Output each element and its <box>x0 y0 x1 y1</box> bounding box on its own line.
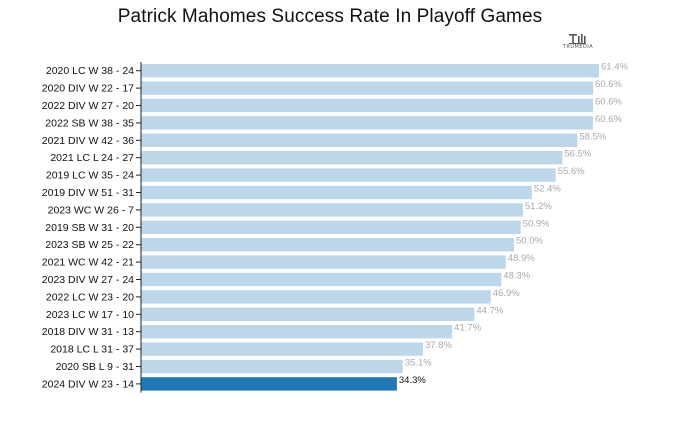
y-tick-label-5: 2021 LC L 24 - 27 <box>50 152 134 164</box>
value-label-18: 34.3% <box>399 375 426 386</box>
y-tick-label-9: 2019 SB W 31 - 20 <box>45 222 134 234</box>
y-tick-label-6: 2019 LC W 35 - 24 <box>46 170 134 182</box>
trumedia-logo: TRUMEDIA <box>556 32 600 52</box>
y-tick-label-1: 2020 DIV W 22 - 17 <box>42 83 134 95</box>
value-label-1: 60.6% <box>595 79 622 90</box>
value-label-7: 52.4% <box>534 184 561 195</box>
bar-6 <box>141 168 556 182</box>
bar-1 <box>141 81 593 95</box>
value-label-17: 35.1% <box>405 358 432 369</box>
bars-group: 61.4% 60.6% 60.6% 60.6% 58.5% 56.5% 55.6% 52.4%… <box>141 62 628 391</box>
y-tick-label-14: 2023 LC W 17 - 10 <box>46 309 134 321</box>
value-label-11: 48.9% <box>508 253 535 264</box>
bar-11 <box>141 255 506 269</box>
y-tick-label-2: 2022 DIV W 27 - 20 <box>42 100 134 112</box>
bar-9 <box>141 220 521 234</box>
value-label-5: 56.5% <box>564 149 591 160</box>
bar-16 <box>141 342 423 356</box>
bar-0 <box>141 64 599 78</box>
bar-10 <box>141 238 514 252</box>
bar-13 <box>141 290 491 304</box>
y-tick-label-0: 2020 LC W 38 - 24 <box>46 65 134 77</box>
y-tick-label-15: 2018 DIV W 31 - 13 <box>42 326 134 338</box>
y-tick-label-11: 2021 WC W 42 - 21 <box>42 257 134 269</box>
bar-17 <box>141 359 403 374</box>
bar-18 <box>141 377 397 391</box>
value-label-9: 50.9% <box>523 218 550 229</box>
value-label-0: 61.4% <box>601 62 628 73</box>
bar-8 <box>141 203 523 217</box>
y-tick-label-4: 2021 DIV W 42 - 36 <box>42 135 134 147</box>
bar-5 <box>141 151 563 165</box>
y-tick-label-7: 2019 DIV W 51 - 31 <box>42 187 134 199</box>
value-label-14: 44.7% <box>476 305 503 316</box>
value-label-3: 60.6% <box>595 114 622 125</box>
chart-title: Patrick Mahomes Success Rate In Playoff … <box>117 6 543 27</box>
y-tick-label-16: 2018 LC L 31 - 37 <box>50 344 134 356</box>
logo-text: TRUMEDIA <box>562 44 594 50</box>
bar-7 <box>141 185 532 200</box>
y-tick-label-10: 2023 SB W 25 - 22 <box>45 239 134 251</box>
y-tick-label-18: 2024 DIV W 23 - 14 <box>42 378 134 390</box>
bar-15 <box>141 325 453 339</box>
bar-3 <box>141 116 593 130</box>
value-label-4: 58.5% <box>579 131 606 142</box>
value-label-8: 51.2% <box>525 201 552 212</box>
value-label-13: 46.9% <box>493 288 520 299</box>
value-label-12: 48.3% <box>503 271 530 282</box>
value-label-2: 60.6% <box>595 97 622 108</box>
y-axis: 2020 LC W 38 - 24 2020 DIV W 22 - 17 2022 … <box>42 62 142 393</box>
value-label-15: 41.7% <box>454 323 481 334</box>
value-label-16: 37.8% <box>425 340 452 351</box>
y-tick-label-13: 2022 LC W 23 - 20 <box>46 291 134 303</box>
y-tick-label-17: 2020 SB L 9 - 31 <box>56 361 135 373</box>
bar-14 <box>141 307 475 321</box>
y-tick-label-8: 2023 WC W 26 - 7 <box>48 204 135 216</box>
bar-4 <box>141 133 578 147</box>
value-label-6: 55.6% <box>558 166 585 177</box>
value-label-10: 50.0% <box>516 236 543 247</box>
bar-2 <box>141 98 593 113</box>
trumedia-logo-icon <box>569 34 586 44</box>
y-tick-label-12: 2023 DIV W 27 - 24 <box>42 274 134 286</box>
bar-12 <box>141 272 502 287</box>
y-tick-label-3: 2022 SB W 38 - 35 <box>45 117 134 129</box>
